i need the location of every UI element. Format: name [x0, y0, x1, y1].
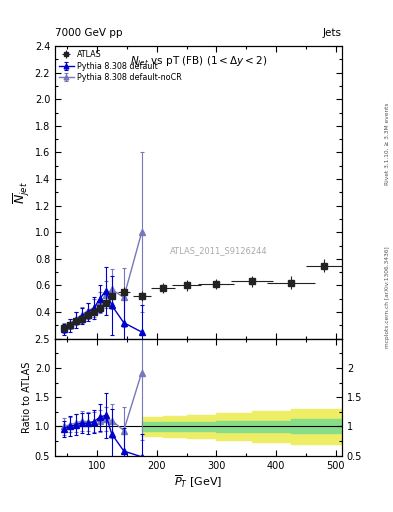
- Text: mcplots.cern.ch [arXiv:1306.3436]: mcplots.cern.ch [arXiv:1306.3436]: [385, 246, 390, 348]
- Text: Jets: Jets: [323, 28, 342, 38]
- Text: Rivet 3.1.10, ≥ 3.3M events: Rivet 3.1.10, ≥ 3.3M events: [385, 102, 390, 185]
- Text: 7000 GeV pp: 7000 GeV pp: [55, 28, 123, 38]
- X-axis label: $\overline{P}_T$ [GeV]: $\overline{P}_T$ [GeV]: [174, 473, 222, 490]
- Y-axis label: $\overline{N}_{jet}$: $\overline{N}_{jet}$: [12, 181, 32, 204]
- Legend: ATLAS, Pythia 8.308 default, Pythia 8.308 default-noCR: ATLAS, Pythia 8.308 default, Pythia 8.30…: [57, 49, 183, 83]
- Text: $N_{jet}$ vs pT (FB) $(1 < \Delta y < 2)$: $N_{jet}$ vs pT (FB) $(1 < \Delta y < 2)…: [130, 55, 267, 69]
- Y-axis label: Ratio to ATLAS: Ratio to ATLAS: [22, 361, 32, 433]
- Text: ATLAS_2011_S9126244: ATLAS_2011_S9126244: [170, 246, 267, 255]
